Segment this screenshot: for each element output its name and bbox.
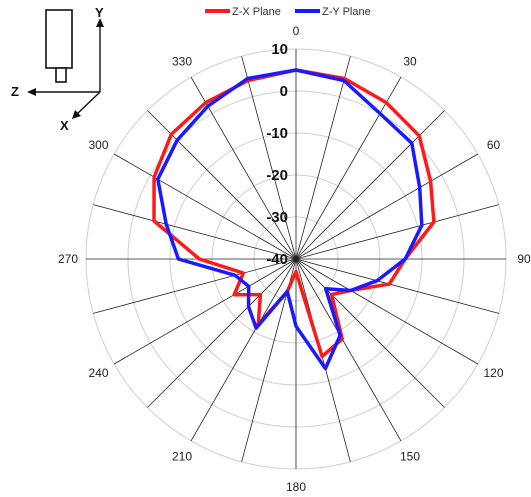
sensor-body — [45, 9, 73, 69]
legend-label-zy: Z-Y Plane — [322, 6, 371, 18]
angle-tick-label: 240 — [88, 366, 108, 380]
angle-tick-label: 120 — [483, 366, 503, 380]
angle-tick-label: 150 — [400, 450, 420, 464]
x-arrowhead-icon — [72, 110, 81, 119]
series-group — [152, 68, 436, 371]
radial-tick-label: -10 — [266, 125, 288, 142]
legend-item-zx: Z-X Plane — [205, 6, 281, 18]
legend-item-zy: Z-Y Plane — [295, 6, 371, 18]
radial-tick-labels: 10 0 -10 -20 -30 -40 — [266, 41, 288, 268]
angle-tick-label: 270 — [58, 252, 78, 266]
polar-grid — [85, 48, 507, 470]
legend: Z-X Plane Z-Y Plane — [205, 6, 371, 18]
grid-spoke — [93, 204, 297, 260]
series-line-zx — [152, 68, 436, 359]
z-arrowhead-icon — [27, 88, 36, 96]
legend-label-zx: Z-X Plane — [232, 6, 281, 18]
grid-spoke — [295, 258, 351, 462]
grid-spoke — [113, 153, 297, 260]
grid-spoke — [113, 258, 297, 365]
sensor-connector — [55, 67, 67, 83]
radial-tick-label: 0 — [280, 83, 288, 100]
angle-tick-label: 60 — [487, 138, 501, 152]
angle-tick-labels: 0 30 60 90 120 150 180 210 240 270 300 330 — [58, 24, 531, 494]
grid-spoke — [241, 56, 297, 260]
grid-spoke — [295, 258, 445, 408]
angle-tick-label: 180 — [286, 480, 306, 494]
radial-tick-label: 10 — [271, 41, 288, 58]
series-line-zy — [156, 68, 424, 371]
angle-tick-label: 90 — [517, 252, 531, 266]
x-axis-letter: X — [60, 118, 69, 133]
angle-tick-label: 30 — [403, 55, 417, 69]
angle-tick-label: 0 — [293, 24, 300, 38]
radial-tick-label: -40 — [266, 251, 288, 268]
axes-orientation-icon: Y Z X — [11, 5, 104, 133]
angle-tick-label: 300 — [88, 138, 108, 152]
grid-spoke — [147, 258, 297, 408]
grid-spoke — [295, 258, 479, 365]
grid-spoke — [295, 258, 402, 442]
radial-tick-label: -20 — [266, 167, 288, 184]
angle-tick-label: 210 — [172, 450, 192, 464]
grid-spoke — [295, 258, 499, 314]
grid-spoke — [295, 204, 499, 260]
z-axis-letter: Z — [11, 84, 19, 99]
y-axis-letter: Y — [95, 5, 104, 20]
grid-spoke — [295, 76, 402, 260]
x-axis-arrow — [75, 91, 101, 116]
radial-tick-label: -30 — [266, 209, 288, 226]
y-arrowhead-icon — [96, 18, 104, 27]
grid-spoke — [295, 56, 351, 260]
grid-spoke — [295, 153, 479, 260]
angle-tick-label: 330 — [172, 55, 192, 69]
grid-spoke — [190, 258, 297, 442]
grid-spoke — [93, 258, 297, 314]
